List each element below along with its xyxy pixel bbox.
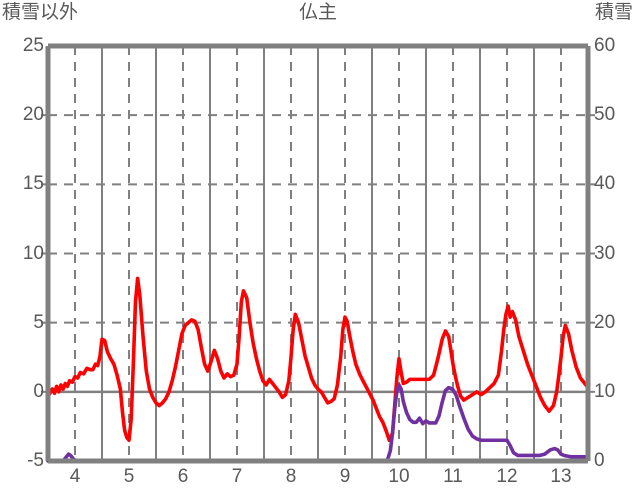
y-axis-left-label--5: -5 — [27, 450, 44, 471]
series-line-2 — [46, 383, 590, 463]
y-axis-left-label-5: 5 — [33, 311, 44, 333]
y-axis-left-label-20: 20 — [22, 104, 44, 126]
right-axis-title: 積雪 — [594, 2, 633, 23]
x-axis-label-13: 13 — [550, 466, 572, 487]
chart-title: 仏主 — [298, 2, 337, 23]
y-axis-right-label-20: 20 — [594, 311, 616, 333]
y-axis-left-label-0: 0 — [33, 380, 44, 402]
x-axis-label-8: 8 — [285, 466, 297, 487]
y-axis-left-label-10: 10 — [22, 242, 44, 264]
x-axis-label-5: 5 — [123, 466, 135, 487]
y-axis-left-label-25: 25 — [22, 35, 44, 56]
x-axis-label-12: 12 — [496, 466, 518, 487]
y-axis-right-label-30: 30 — [594, 242, 616, 264]
x-axis-label-6: 6 — [177, 466, 189, 487]
x-axis-label-11: 11 — [443, 466, 463, 487]
y-axis-right-label-0: 0 — [594, 450, 605, 471]
y-axis-right-label-40: 40 — [594, 173, 616, 195]
y-axis-right-label-50: 50 — [594, 104, 616, 126]
series-line-1 — [47, 276, 590, 443]
x-axis-label-10: 10 — [388, 466, 410, 487]
y-axis-left-label-15: 15 — [22, 173, 44, 195]
x-axis-label-9: 9 — [339, 466, 351, 487]
x-axis-label-4: 4 — [69, 466, 81, 487]
y-axis-right-label-10: 10 — [594, 380, 616, 402]
x-axis-label-7: 7 — [231, 466, 243, 487]
left-axis-title: 積雪以外 — [2, 2, 79, 23]
y-axis-right-label-60: 60 — [594, 35, 616, 56]
